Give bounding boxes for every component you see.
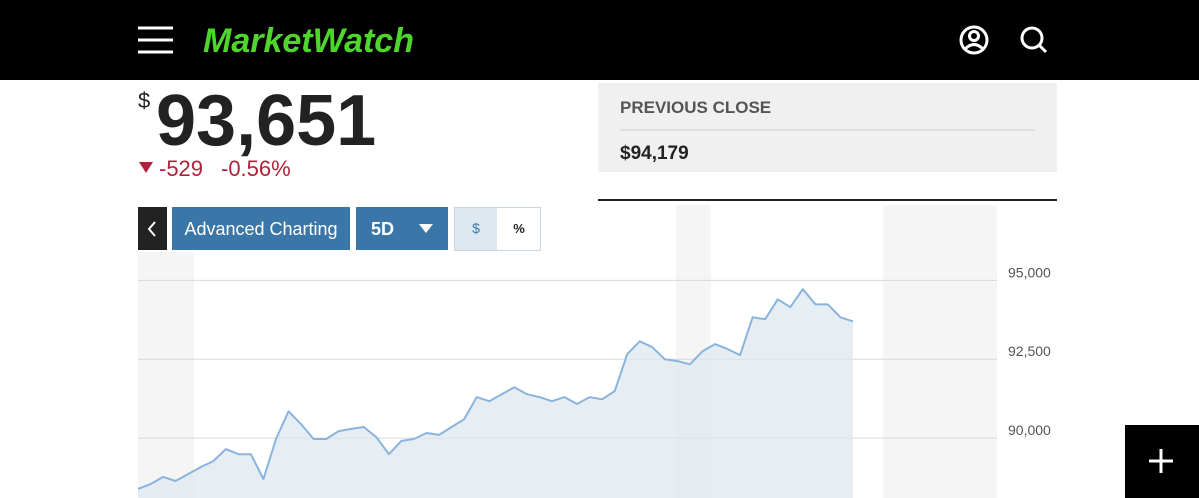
dropdown-icon <box>419 224 433 233</box>
menu-icon[interactable] <box>138 26 173 54</box>
advanced-charting-button[interactable] <box>172 207 350 250</box>
button-label: Advanced Charting <box>184 219 337 239</box>
user-icon[interactable] <box>959 25 989 55</box>
previous-close: $94,179 <box>620 143 689 164</box>
down-arrow <box>139 162 153 173</box>
range-label: 5D <box>371 219 394 239</box>
price-line <box>137 288 854 490</box>
y-tick-label: 90,000 <box>1008 422 1051 438</box>
off-hours-band <box>138 252 194 498</box>
back-button[interactable] <box>138 207 167 250</box>
off-hours-band <box>883 205 997 498</box>
search-icon[interactable] <box>1020 26 1048 54</box>
previous-close-box <box>598 83 1057 172</box>
header-bar <box>0 0 1199 80</box>
plus-icon <box>1149 449 1173 473</box>
percent-button[interactable]: % <box>513 221 525 236</box>
range-dropdown[interactable] <box>356 207 448 250</box>
previous-close-label: PREVIOUS CLOSE <box>620 98 771 117</box>
area-fill <box>138 289 853 498</box>
currency: $ <box>138 88 150 113</box>
price: 93,651 <box>156 81 376 161</box>
dollar-label: $ <box>472 220 480 236</box>
change: -529 <box>159 156 203 181</box>
dollar-button[interactable] <box>455 208 497 250</box>
change-percent: -0.56% <box>221 156 291 181</box>
y-tick-label: 92,500 <box>1008 343 1051 359</box>
chart: 90,000 92,500 95,000 <box>137 205 1051 498</box>
chevron-icon <box>147 221 156 237</box>
logo[interactable]: MarketWatch <box>203 22 414 60</box>
y-tick-label: 95,000 <box>1008 264 1051 280</box>
